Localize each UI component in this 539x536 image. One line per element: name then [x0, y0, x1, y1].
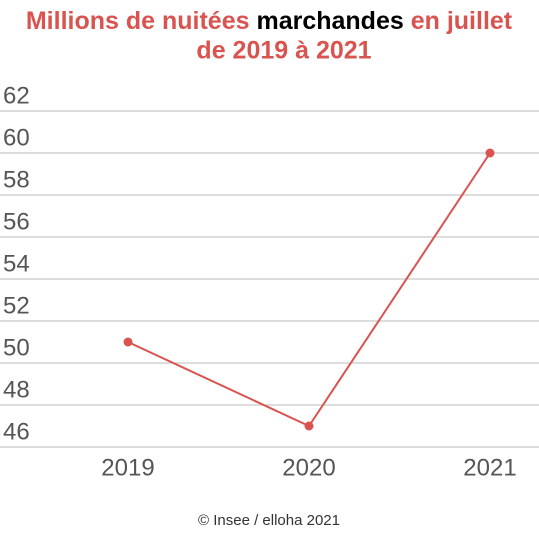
- x-tick-label: 2021: [463, 454, 516, 481]
- point: [485, 148, 495, 158]
- y-tick-label: 52: [3, 292, 30, 319]
- point: [304, 421, 314, 431]
- y-tick-label: 50: [3, 334, 30, 361]
- y-tick-label: 48: [3, 376, 30, 403]
- x-tick-label: 2019: [101, 454, 154, 481]
- y-tick-label: 62: [3, 82, 30, 109]
- y-tick-label: 56: [3, 208, 30, 235]
- line: [127, 152, 491, 428]
- y-tick-label: 60: [3, 124, 30, 151]
- y-tick-label: 58: [3, 166, 30, 193]
- source: © Insee / elloha 2021: [198, 512, 340, 529]
- chart-title: Millions de nuitées marchandes en juille…: [26, 7, 513, 35]
- x-tick-label: 2020: [282, 454, 335, 481]
- y-tick-label: 46: [3, 418, 30, 445]
- y-tick-label: 54: [3, 250, 30, 277]
- title-part: Millions de nuitées: [26, 7, 250, 35]
- chart-title: de 2019 à 2021: [196, 37, 371, 65]
- title-part: marchandes: [256, 7, 403, 35]
- title-part: en juillet: [411, 7, 513, 35]
- point: [123, 337, 133, 347]
